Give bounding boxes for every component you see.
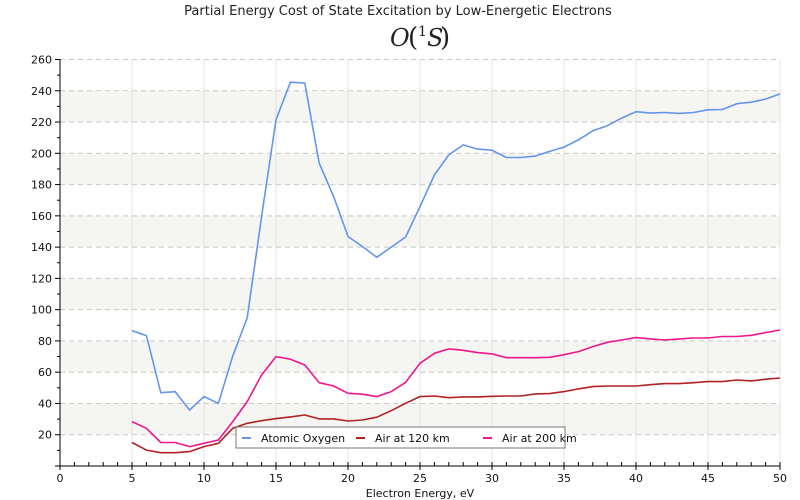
series-line-air-at-120-km bbox=[131, 377, 781, 454]
subtitle-open-paren: ( bbox=[408, 23, 418, 53]
x-tick-label: 25 bbox=[413, 472, 427, 485]
y-tick-label: 20 bbox=[38, 429, 52, 442]
y-tick-label: 240 bbox=[31, 85, 52, 98]
y-tick-label: 200 bbox=[31, 147, 52, 160]
y-tick-label: 160 bbox=[31, 210, 52, 223]
x-tick-label: 45 bbox=[701, 472, 715, 485]
y-gridlines bbox=[60, 59, 780, 436]
x-tick-label: 50 bbox=[773, 472, 787, 485]
series-lines bbox=[131, 81, 781, 454]
x-tick-label: 15 bbox=[269, 472, 283, 485]
subtitle-term: S bbox=[427, 24, 443, 52]
x-tick-label: 5 bbox=[129, 472, 136, 485]
legend: Atomic Oxygen Air at 120 km Air at 200 km bbox=[235, 426, 577, 449]
x-tick-label: 20 bbox=[341, 472, 355, 485]
y-tick-label: 40 bbox=[38, 397, 52, 410]
subtitle-base: O bbox=[390, 24, 410, 52]
series-line-atomic-oxygen bbox=[131, 81, 781, 411]
subtitle-close-paren: ) bbox=[440, 23, 450, 53]
series-line-air-at-200-km bbox=[131, 329, 781, 448]
legend-box bbox=[235, 426, 566, 449]
x-tick-label: 40 bbox=[629, 472, 643, 485]
legend-label: Atomic Oxygen bbox=[261, 432, 345, 445]
y-tick-label: 80 bbox=[38, 335, 52, 348]
chart-subtitle: O ( 1 S ) bbox=[390, 23, 450, 53]
y-tick-label: 180 bbox=[31, 179, 52, 192]
x-tick-label: 30 bbox=[485, 472, 499, 485]
y-tick-label: 60 bbox=[38, 366, 52, 379]
y-ticks: 20 40 60 80 100 120 140 160 180 200 220 240 260 bbox=[31, 54, 60, 451]
y-tick-label: 100 bbox=[31, 304, 52, 317]
subtitle-superscript: 1 bbox=[418, 24, 427, 40]
x-ticks: 0 5 10 15 20 25 30 35 40 45 50 bbox=[57, 462, 787, 485]
x-tick-label: 0 bbox=[57, 472, 64, 485]
y-tick-label: 220 bbox=[31, 116, 52, 129]
y-tick-label: 140 bbox=[31, 241, 52, 254]
x-axis-title: Electron Energy, eV bbox=[366, 487, 475, 500]
x-tick-label: 35 bbox=[557, 472, 571, 485]
legend-label: Air at 120 km bbox=[375, 432, 450, 445]
legend-label: Air at 200 km bbox=[502, 432, 577, 445]
y-tick-label: 260 bbox=[31, 54, 52, 67]
y-tick-label: 120 bbox=[31, 272, 52, 285]
axes: 0 5 10 15 20 25 30 35 40 45 50 20 40 60 80 100 120 140 16… bbox=[31, 54, 787, 486]
x-gridlines bbox=[131, 59, 781, 466]
chart-title: Partial Energy Cost of State Excitation … bbox=[184, 4, 612, 19]
x-tick-label: 10 bbox=[197, 472, 211, 485]
